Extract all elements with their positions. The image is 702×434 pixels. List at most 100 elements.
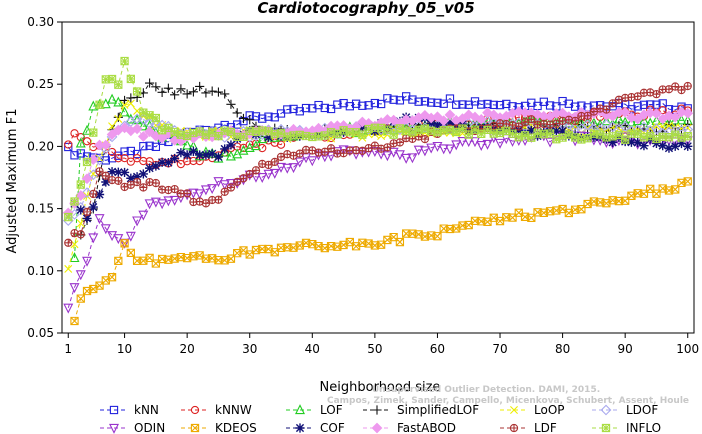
data-point-inflo (477, 129, 486, 138)
data-point-ldf (76, 230, 85, 239)
data-point-odin (413, 145, 424, 156)
data-point-knn (351, 99, 361, 108)
x-axis-label: Neighborhood size (320, 380, 441, 395)
data-point-inflo (132, 87, 142, 96)
data-point-simplifiedlof (232, 108, 242, 118)
data-point-inflo (408, 128, 417, 137)
data-point-inflo (114, 80, 123, 89)
data-point-fastabod (457, 113, 468, 125)
data-point-ldf (683, 81, 692, 91)
data-point-cof (651, 138, 662, 149)
data-point-inflo (527, 133, 536, 142)
data-point-cof (676, 138, 687, 149)
data-point-lof (107, 93, 118, 104)
x-tick-label: 20 (180, 342, 195, 356)
data-point-odin (451, 140, 462, 151)
data-point-cof (457, 119, 468, 129)
data-point-inflo (120, 56, 129, 66)
data-point-simplifiedlof (201, 88, 211, 98)
x-tick-label: 10 (117, 342, 132, 356)
data-point-inflo (608, 132, 617, 141)
data-point-inflo (145, 111, 154, 120)
data-point-knnw (189, 156, 198, 166)
data-point-odin (401, 153, 412, 164)
data-point-odin (157, 199, 168, 210)
data-point-fastabod (532, 109, 543, 120)
data-point-knn (151, 142, 161, 151)
legend-label: LDF (534, 421, 557, 434)
data-point-odin (382, 151, 393, 162)
data-point-kdeos (126, 248, 135, 258)
legend-marker (295, 404, 305, 415)
data-point-ldf (608, 99, 617, 108)
x-tick-label: 40 (305, 342, 320, 356)
data-point-cof (195, 150, 205, 160)
data-point-cof (101, 177, 111, 187)
data-point-odin (69, 283, 80, 294)
data-point-knn (120, 147, 129, 156)
data-point-lof (601, 115, 612, 126)
data-point-ldf (239, 174, 248, 183)
data-point-inflo (639, 133, 649, 142)
data-point-knn (639, 100, 649, 109)
data-point-knnw (64, 140, 73, 149)
data-point-knnw (114, 154, 123, 163)
data-point-inflo (652, 134, 661, 144)
data-point-kdeos (70, 316, 79, 326)
data-point-fastabod (444, 109, 456, 121)
data-point-ldf (320, 147, 329, 156)
data-point-fastabod (663, 110, 675, 122)
data-point-odin (269, 168, 280, 179)
data-point-ldf (395, 138, 405, 147)
data-point-cof (170, 153, 180, 164)
series-odin (63, 130, 693, 314)
data-point-odin (75, 270, 86, 281)
watermark-line-1: Unsupervised Outlier Detection. DAMI, 20… (372, 385, 600, 395)
data-point-lof (244, 142, 255, 153)
data-point-inflo (95, 100, 104, 109)
y-axis-label: Adjusted Maximum F1 (5, 109, 20, 254)
data-point-inflo (564, 130, 574, 139)
data-point-inflo (383, 125, 392, 134)
data-point-lof (88, 100, 99, 111)
data-point-knn (264, 112, 273, 121)
data-point-ldf (195, 197, 204, 206)
data-point-ldf (671, 82, 680, 91)
data-point-cof (182, 150, 192, 160)
data-point-knnw (107, 147, 117, 157)
data-point-knn (564, 99, 574, 108)
data-point-fastabod (619, 106, 631, 118)
data-point-knn (358, 101, 367, 110)
data-point-cof (176, 148, 186, 158)
data-point-inflo (214, 131, 223, 141)
data-point-knnw (70, 129, 79, 138)
data-point-inflo (420, 124, 430, 133)
data-point-inflo (671, 130, 680, 139)
data-point-knn (364, 101, 373, 110)
data-point-inflo (614, 130, 624, 140)
data-point-knn (383, 94, 392, 103)
plot-frame (61, 21, 695, 334)
data-point-lof (113, 96, 124, 107)
data-point-knn (458, 100, 467, 109)
x-tick-label: 60 (430, 342, 445, 356)
legend-label: kNN (134, 403, 159, 417)
y-tick-label: 0.20 (27, 139, 54, 153)
y-tick-label: 0.10 (27, 264, 54, 278)
data-point-odin (257, 173, 268, 183)
data-point-lof (213, 152, 224, 163)
x-tick-label: 100 (676, 342, 699, 356)
data-point-kdeos (395, 237, 405, 247)
legend-label: COF (320, 421, 345, 434)
data-point-odin (307, 156, 318, 167)
data-point-inflo (495, 128, 505, 138)
plot-area (62, 56, 694, 326)
data-point-ldf (139, 183, 148, 192)
legend-item-fastabod: FastABOD (363, 421, 456, 434)
data-point-inflo (314, 132, 323, 141)
data-point-cof (226, 140, 236, 150)
data-point-inflo (76, 180, 85, 189)
data-point-odin (438, 144, 449, 155)
data-point-odin (200, 185, 211, 196)
data-point-cof (670, 141, 680, 151)
